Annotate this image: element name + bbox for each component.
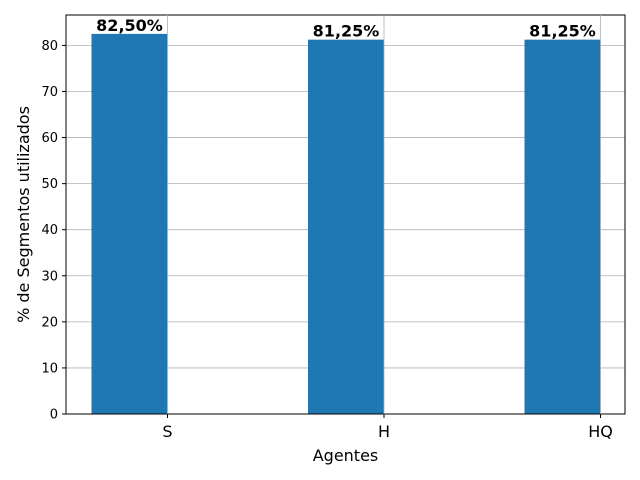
data-label-s: 82,50% (96, 16, 163, 35)
data-labels: 82,50% 81,25% 81,25% (96, 16, 596, 41)
y-tick-label: 40 (41, 223, 58, 238)
y-tick-label: 20 (41, 315, 58, 330)
y-tick-label: 70 (41, 85, 58, 100)
bar-s (91, 33, 168, 415)
bar-h (308, 39, 384, 415)
y-axis-title: % de Segmentos utilizados (14, 106, 33, 323)
x-tick-label-h: H (378, 422, 390, 441)
x-axis-title: Agentes (313, 446, 379, 465)
y-tick-label: 80 (41, 39, 58, 54)
y-axis-ticks: 0 10 20 30 40 50 60 70 80 (41, 39, 66, 423)
y-tick-label: 0 (50, 408, 58, 423)
y-tick-label: 60 (41, 131, 58, 146)
data-label-h: 81,25% (313, 22, 380, 41)
plot-area-frame (65, 14, 626, 415)
bars (91, 33, 601, 415)
data-label-hq: 81,25% (529, 22, 596, 41)
y-tick-label: 50 (41, 177, 58, 192)
y-tick-label: 10 (41, 361, 58, 376)
x-tick-label-hq: HQ (588, 422, 613, 441)
y-tick-label: 30 (41, 269, 58, 284)
bar-hq (524, 39, 601, 415)
x-tick-label-s: S (162, 422, 172, 441)
x-axis-ticks: S H HQ (162, 414, 613, 441)
